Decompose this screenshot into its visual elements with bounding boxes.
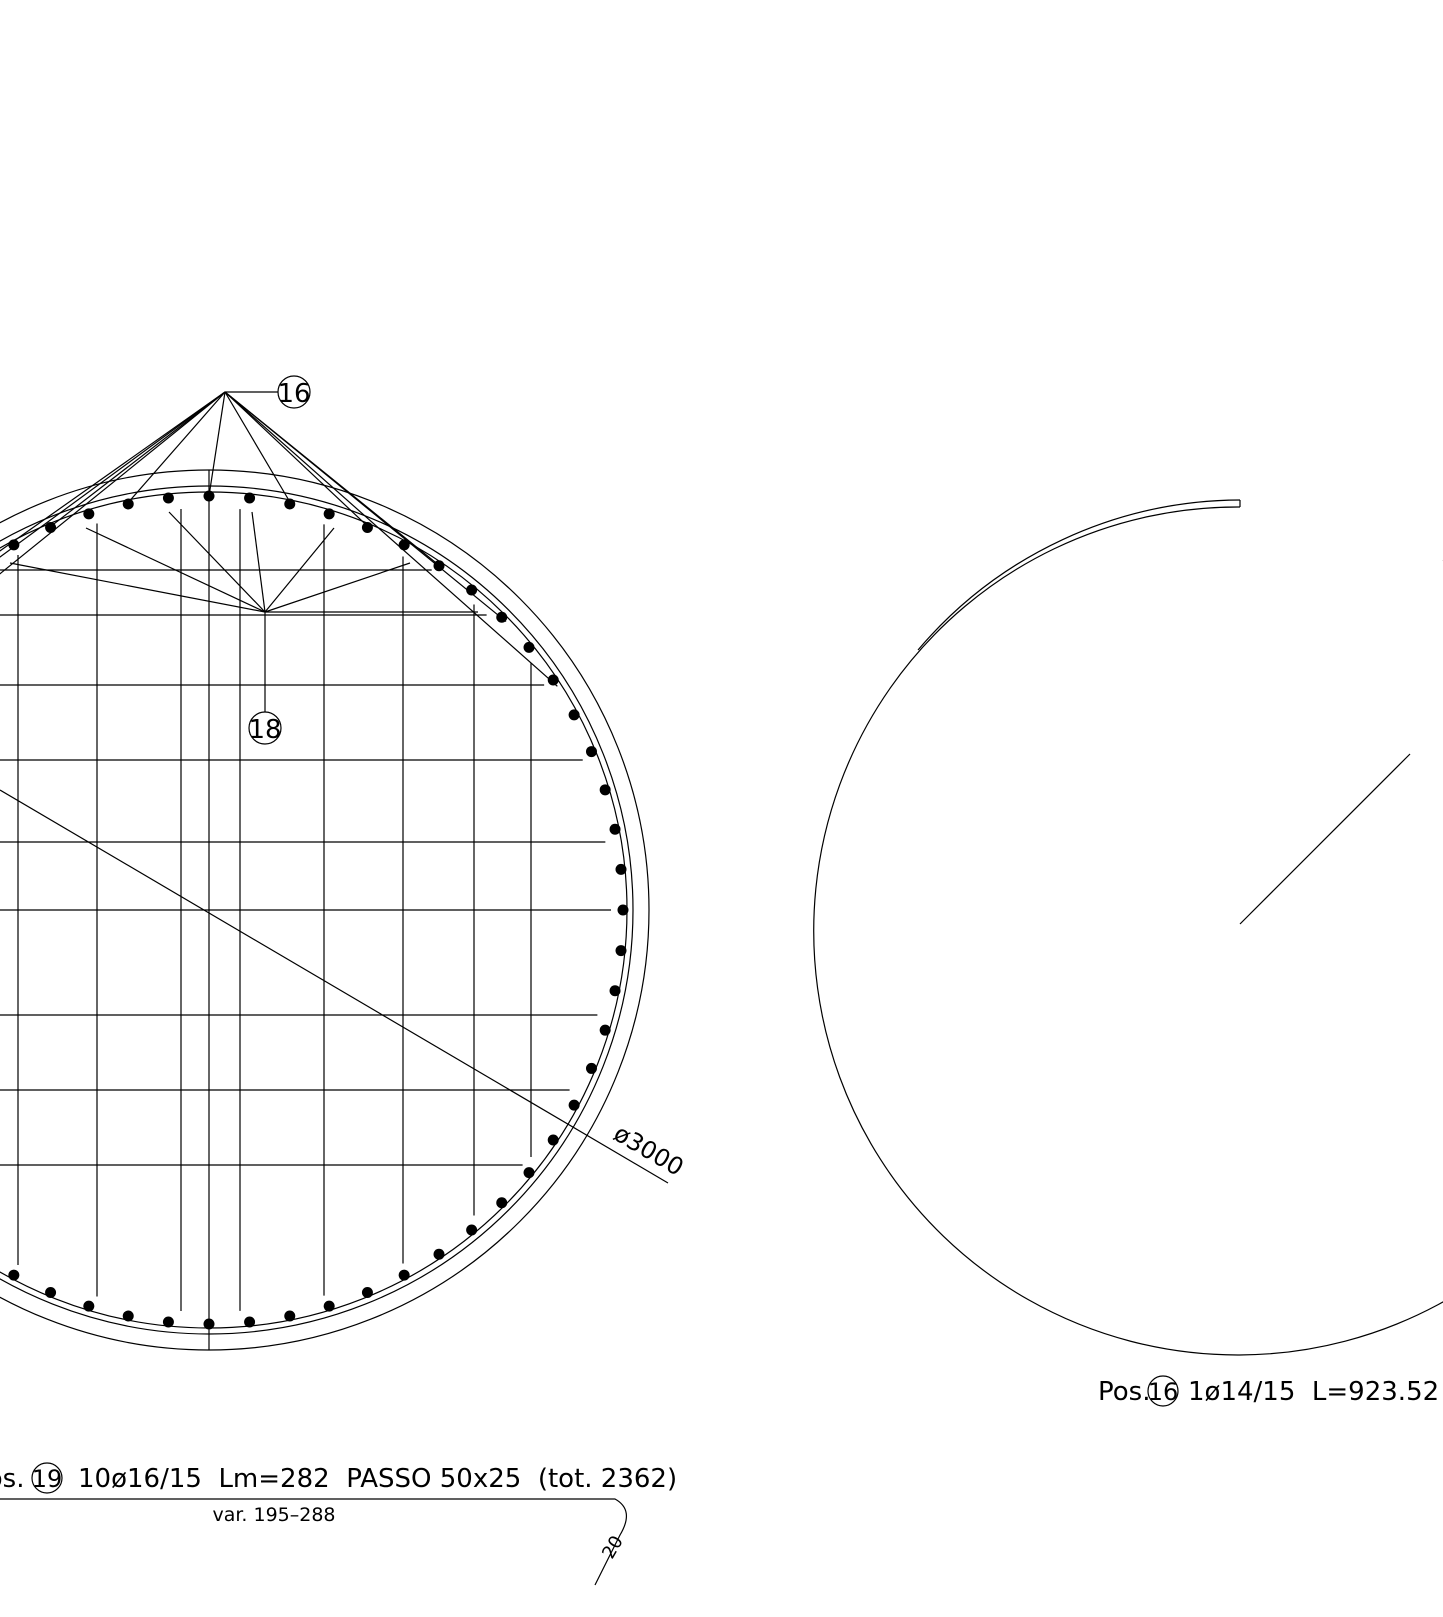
rebar-dot <box>610 824 621 835</box>
rebar-dot <box>244 492 255 503</box>
hook-length: 20 <box>598 1532 628 1562</box>
leader <box>225 392 370 529</box>
bar-overlap <box>918 500 1240 650</box>
rebar-dot <box>324 1301 335 1312</box>
rebar-dot <box>466 1225 477 1236</box>
rebar-dot <box>524 642 535 653</box>
rebar-dot <box>362 522 373 533</box>
rebar-dot <box>399 1270 410 1281</box>
leader <box>225 392 557 686</box>
rebar-dot <box>548 1135 559 1146</box>
variation: var. 195–288 <box>212 1504 335 1526</box>
rebar-dot <box>600 1025 611 1036</box>
rebar-dot <box>616 945 627 956</box>
rebar-dot <box>83 1301 94 1312</box>
rebar-dot <box>284 1311 295 1322</box>
rebar-dot <box>83 508 94 519</box>
callout-text: 16 <box>277 379 310 409</box>
description: 10ø16/15 Lm=282 PASSO 50x25 (tot. 2362) <box>78 1464 677 1494</box>
description: 1ø14/15 L=923.52 <box>1188 1377 1439 1407</box>
position: 16 <box>1148 1378 1179 1406</box>
diameter-line <box>0 790 668 1183</box>
rebar-dot <box>618 905 629 916</box>
page: {"labels": {"top_callout": "16", "middle… <box>0 0 1443 1617</box>
rebar-dot <box>610 985 621 996</box>
leader <box>252 512 265 612</box>
leader <box>225 392 506 622</box>
rebar-dot <box>600 784 611 795</box>
rebar-dot <box>163 1317 174 1328</box>
rebar-dot <box>616 864 627 875</box>
rebar-dot <box>324 508 335 519</box>
rebar-dot <box>586 1063 597 1074</box>
drawing: 16 18 ø3000 Pos. 19 10ø16/15 Lm=282 PASS… <box>0 0 1443 1617</box>
rebar-dot <box>163 492 174 503</box>
radius-line <box>1240 754 1410 924</box>
prefix: Pos. <box>0 1464 24 1494</box>
rebar-dot <box>586 746 597 757</box>
rebar-dot <box>434 1249 445 1260</box>
rebar-dot <box>362 1287 373 1298</box>
callout-text: 18 <box>248 715 281 745</box>
rebar-dot <box>244 1317 255 1328</box>
rebar-dot <box>45 1287 56 1298</box>
rebar-dot <box>569 709 580 720</box>
rebar-dot <box>569 1100 580 1111</box>
rebar-dot <box>8 1270 19 1281</box>
rebar-dot <box>284 498 295 509</box>
rebar-dot <box>496 1197 507 1208</box>
prefix: Pos. <box>1098 1377 1150 1407</box>
leader <box>48 392 225 529</box>
leader <box>0 392 225 686</box>
leader <box>169 512 265 612</box>
rebar-dot <box>524 1167 535 1178</box>
rebar-dot <box>123 498 134 509</box>
position: 19 <box>32 1465 63 1493</box>
rebar-dot <box>204 1319 215 1330</box>
rebar-dot <box>123 1311 134 1322</box>
bar-circle <box>814 507 1443 1355</box>
